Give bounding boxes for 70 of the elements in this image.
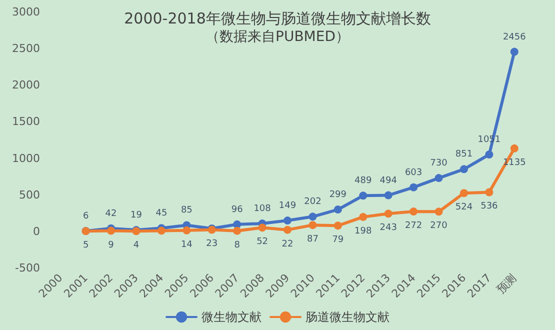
y-tick-label: 1000 xyxy=(12,152,40,165)
data-label: 85 xyxy=(180,206,192,216)
chart-title: 2000-2018年微生物与肠道微生物文献增长数 xyxy=(124,10,431,28)
data-label: 851 xyxy=(455,150,473,160)
point xyxy=(334,206,342,214)
point xyxy=(384,191,392,200)
data-label: 14 xyxy=(180,240,193,250)
data-label: 494 xyxy=(380,176,398,186)
data-label: 79 xyxy=(332,235,344,246)
point xyxy=(308,212,317,221)
data-label: 22 xyxy=(282,239,294,250)
data-label: 730 xyxy=(430,158,448,169)
data-label: 52 xyxy=(256,237,268,248)
data-label: 45 xyxy=(156,208,168,219)
data-label: 96 xyxy=(231,204,244,215)
y-tick-label: 500 xyxy=(19,188,40,202)
point xyxy=(460,189,468,198)
data-label: 19 xyxy=(130,210,142,221)
point xyxy=(510,144,518,152)
point xyxy=(107,226,116,235)
data-label: 198 xyxy=(354,226,372,236)
data-label: 8 xyxy=(234,240,240,250)
point xyxy=(510,48,518,56)
y-tick-label: -500 xyxy=(15,262,40,274)
data-label: 2456 xyxy=(502,32,526,42)
data-label: 9 xyxy=(108,240,114,250)
data-label: 5 xyxy=(82,240,89,251)
point xyxy=(284,226,292,234)
point xyxy=(485,188,494,196)
data-label: 536 xyxy=(480,202,498,212)
point xyxy=(410,208,418,216)
point xyxy=(434,174,443,182)
data-label: 299 xyxy=(329,190,347,200)
data-label: 87 xyxy=(306,234,318,245)
data-label: 6 xyxy=(82,211,89,222)
point xyxy=(384,210,392,218)
point xyxy=(410,183,418,192)
point xyxy=(359,212,368,221)
data-label: 272 xyxy=(404,221,422,232)
y-tick-label: 1500 xyxy=(12,115,40,128)
point xyxy=(258,224,266,232)
x-tick-label: 预测 xyxy=(494,271,519,296)
legend-label: 微生物文献 xyxy=(202,310,262,324)
point xyxy=(284,216,292,225)
point xyxy=(157,226,166,235)
point xyxy=(233,226,242,235)
data-label: 149 xyxy=(278,201,296,212)
data-label: 489 xyxy=(354,176,372,186)
data-label: 23 xyxy=(206,239,218,250)
point xyxy=(308,221,317,230)
data-label: 243 xyxy=(380,223,397,234)
point xyxy=(334,222,342,230)
legend-label: 肠道微生物文献 xyxy=(306,310,390,324)
point xyxy=(182,226,191,234)
data-label: 270 xyxy=(430,221,448,232)
y-tick-label: 0 xyxy=(33,224,40,238)
y-tick-label: 3000 xyxy=(12,6,40,18)
point xyxy=(485,150,494,159)
y-tick-label: 2500 xyxy=(12,42,40,56)
point xyxy=(359,192,368,200)
y-tick-label: 2000 xyxy=(12,78,40,92)
point xyxy=(460,165,468,174)
data-label: 603 xyxy=(404,168,422,178)
data-label: 202 xyxy=(304,197,322,208)
data-label: 108 xyxy=(254,204,272,214)
data-label: 4 xyxy=(133,240,140,251)
point xyxy=(434,208,443,216)
data-label: 524 xyxy=(455,202,473,213)
data-label: 42 xyxy=(105,208,117,219)
text: （数据来自PUBMED） xyxy=(206,29,350,45)
